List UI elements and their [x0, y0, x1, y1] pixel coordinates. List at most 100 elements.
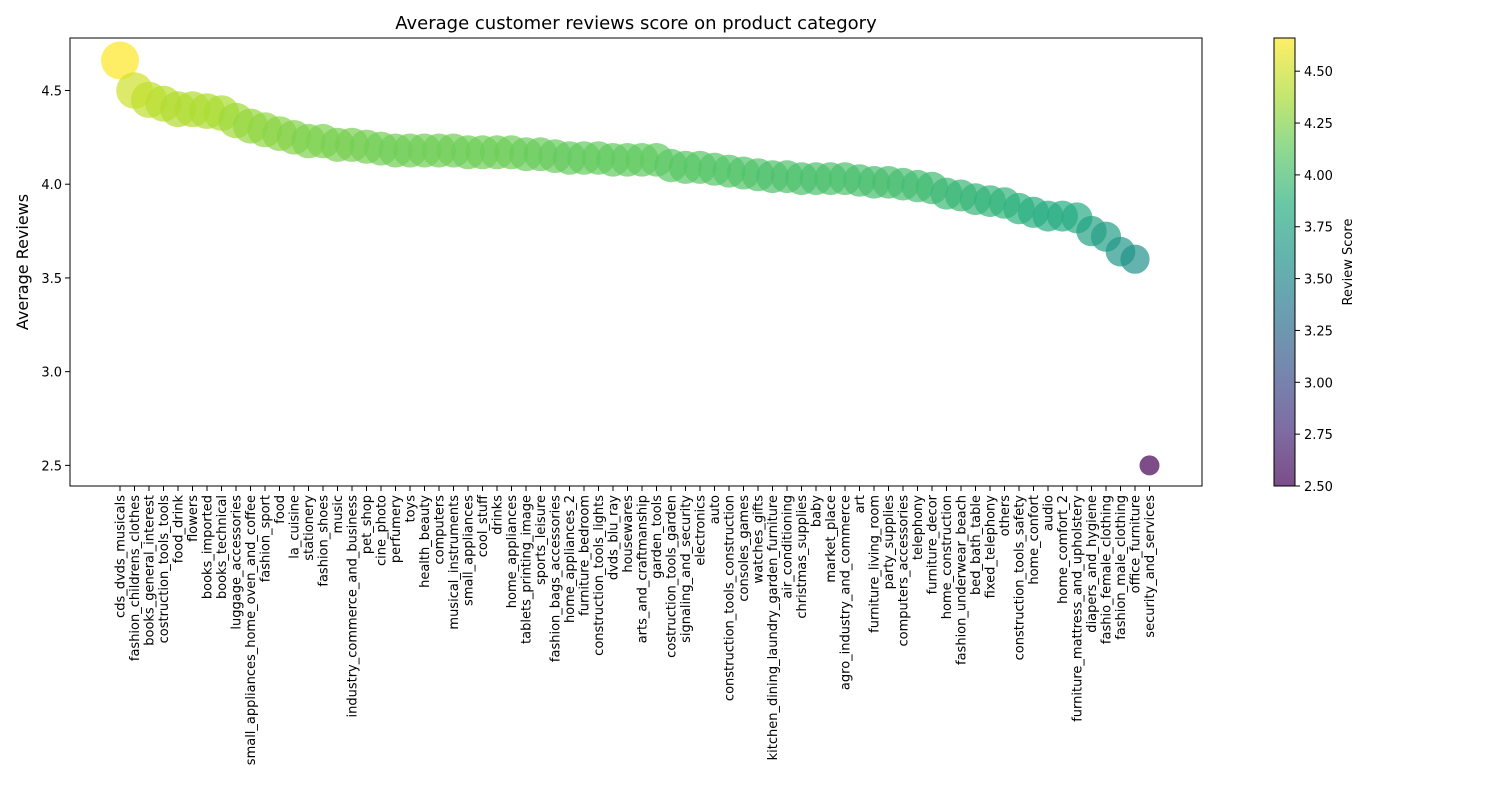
x-tick-label: art [853, 495, 868, 513]
x-tick-label: food_drink [172, 495, 187, 564]
x-tick-label: audio [1042, 495, 1057, 531]
x-tick-label: small_appliances [462, 495, 477, 606]
x-tick-label: office_furniture [1129, 495, 1144, 593]
x-tick-label: furniture_decor [926, 494, 941, 594]
x-tick-label: home_appliances_2 [563, 495, 578, 623]
x-tick-label: music [331, 495, 346, 533]
x-tick-label: air_conditioning [781, 495, 796, 599]
x-tick-label: flowers [186, 495, 201, 542]
x-tick-label: fashion_male_clothing [1114, 495, 1129, 640]
colorbar-tick-label: 2.75 [1304, 428, 1333, 443]
x-tick-label: tablets_printing_image [520, 495, 535, 644]
colorbar-tick-label: 2.50 [1304, 480, 1333, 495]
data-point [101, 41, 139, 80]
x-tick-label: kitchen_dining_laundry_garden_furniture [766, 495, 781, 760]
x-tick-label: arts_and_craftmanship [636, 495, 651, 643]
x-tick-label: others [998, 495, 1013, 537]
y-tick-label: 3.5 [41, 272, 62, 287]
x-tick-label: consoles_games [737, 495, 752, 602]
x-tick-label: toys [404, 495, 419, 523]
x-tick-label: christmas_supplies [795, 495, 810, 619]
x-tick-label: drinks [491, 495, 506, 535]
x-tick-label: baby [810, 495, 825, 527]
colorbar-frame [1273, 37, 1296, 487]
colorbar-tick-label: 3.25 [1304, 324, 1333, 339]
x-tick-label: auto [708, 495, 723, 524]
x-tick-label: fashio_female_clothing [1100, 495, 1115, 644]
x-tick-label: construction_tools_construction [723, 495, 738, 701]
y-axis-ticks: 2.5 3.0 3.5 4.0 4.5 [41, 84, 70, 474]
x-tick-label: fashion_underwear_beach [955, 495, 970, 665]
x-tick-label: furniture_mattress_and_upholstery [1071, 495, 1086, 722]
colorbar-label: Review Score [1341, 219, 1356, 306]
x-tick-label: home_comfort_2 [1056, 495, 1071, 604]
x-tick-label: musical_instruments [447, 495, 462, 630]
x-tick-label: telephony [911, 495, 926, 560]
x-tick-label: health_beauty [418, 495, 433, 588]
y-axis-label: Average Reviews [13, 194, 32, 330]
x-tick-label: stationery [302, 495, 317, 561]
x-tick-label: cine_photo [375, 495, 390, 566]
x-tick-label: fashion_bags_accessories [549, 495, 564, 662]
x-tick-label: fixed_telephony [984, 495, 999, 599]
x-tick-label: costruction_tools_garden [665, 495, 680, 658]
x-tick-label: construction_tools_lights [592, 495, 607, 656]
colorbar-tick-label: 3.75 [1304, 221, 1333, 236]
x-tick-label: cool_stuff [476, 494, 491, 557]
x-tick-label: fashion_shoes [317, 495, 332, 587]
x-tick-label: books_imported [201, 495, 216, 599]
colorbar-tick-label: 3.00 [1304, 376, 1333, 391]
x-tick-label: costruction_tools_tools [157, 495, 172, 644]
x-tick-label: food [273, 495, 288, 524]
x-tick-label: computers [433, 495, 448, 565]
x-tick-label: books_technical [215, 495, 230, 599]
x-tick-label: bed_bath_table [969, 495, 984, 595]
y-tick-label: 4.5 [41, 84, 62, 99]
colorbar-ticks: 2.50 2.75 3.00 3.25 3.50 3.75 4.00 4.25 4.50 [1295, 65, 1333, 495]
x-tick-label: furniture_living_room [868, 495, 883, 633]
x-tick-label: security_and_services [1143, 495, 1158, 638]
x-tick-label: home_appliances [505, 495, 520, 608]
x-tick-label: industry_commerce_and_business [346, 495, 361, 718]
colorbar-tick-label: 4.50 [1304, 65, 1333, 80]
x-tick-label: market_place [824, 495, 839, 583]
x-tick-label: agro_industry_and_commerce [839, 495, 854, 690]
x-tick-label: housewares [621, 495, 636, 573]
x-tick-label: home_construction [940, 495, 955, 619]
x-tick-label: pet_shop [360, 495, 375, 554]
x-tick-label: fashion_sport [259, 495, 274, 582]
x-tick-label: luggage_accessories [230, 495, 245, 630]
x-tick-label: small_appliances_home_oven_and_coffee [244, 495, 259, 765]
x-tick-label: cds_dvds_musicals [114, 495, 129, 618]
x-tick-label: party_supplies [882, 495, 897, 590]
x-axis-ticks: cds_dvds_musicals fashion_childrens_cloth… [114, 486, 1158, 765]
y-tick-label: 4.0 [41, 178, 62, 193]
markers-group [101, 41, 1160, 476]
x-tick-label: fashion_childrens_clothes [128, 495, 143, 661]
x-tick-label: la_cuisine [288, 495, 303, 559]
x-tick-label: books_general_interest [143, 495, 158, 646]
x-tick-label: construction_tools_safety [1013, 495, 1028, 661]
x-tick-label: dvds_blu_ray [607, 495, 622, 580]
colorbar-tick-label: 4.00 [1304, 169, 1333, 184]
colorbar-tick-label: 4.25 [1304, 117, 1333, 132]
x-tick-label: sports_leisure [534, 495, 549, 585]
plot-frame [69, 37, 1203, 487]
x-tick-label: electronics [694, 495, 709, 566]
x-tick-label: perfumery [389, 495, 404, 563]
x-tick-label: signaling_and_security [679, 495, 694, 643]
x-tick-label: home_confort [1027, 495, 1042, 585]
colorbar [1274, 38, 1295, 486]
data-point [1139, 455, 1160, 476]
x-tick-label: diapers_and_hygiene [1085, 495, 1100, 633]
x-tick-label: watches_gifts [752, 495, 767, 584]
data-point [1120, 244, 1150, 274]
y-tick-label: 2.5 [41, 459, 62, 474]
x-tick-label: garden_tools [650, 495, 665, 579]
y-tick-label: 3.0 [41, 366, 62, 381]
x-tick-label: computers_accessories [897, 495, 912, 647]
chart-title: Average customer reviews score on produc… [395, 13, 877, 34]
x-tick-label: furniture_bedroom [578, 495, 593, 616]
colorbar-tick-label: 3.50 [1304, 273, 1333, 288]
